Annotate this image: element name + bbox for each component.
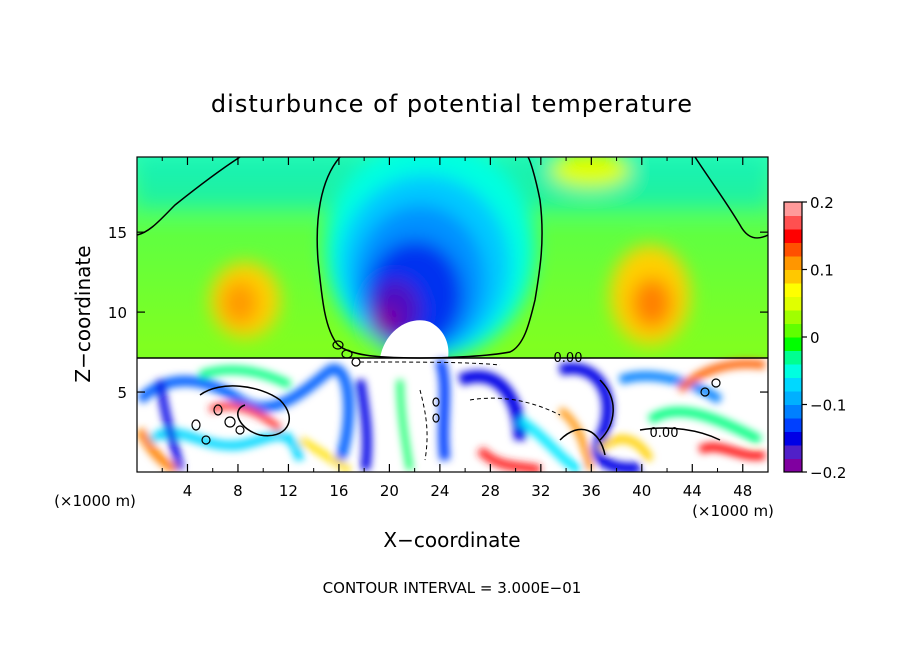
- x-tick-label: 24: [430, 482, 449, 500]
- x-axis: 4 8 12 16 20 24 28 32 36 40 44 48: [161, 157, 752, 500]
- plot-frame: [136, 156, 769, 473]
- x-unit-left: (×1000 m): [54, 492, 136, 510]
- colorbar-swatch: [784, 202, 802, 216]
- colorbar-swatch: [784, 418, 802, 432]
- x-tick-label: 4: [183, 482, 193, 500]
- x-tick-label: 8: [233, 482, 243, 500]
- temperature-field: 0.00 0.00: [137, 157, 768, 472]
- colorbar-swatch: [784, 431, 802, 446]
- colorbar-swatch: [784, 310, 802, 324]
- colorbar-tick-label: 0.1: [810, 262, 834, 280]
- y-tick-label: 15: [108, 224, 127, 242]
- x-tick-label: 44: [683, 482, 702, 500]
- colorbar-swatch: [784, 391, 802, 405]
- contour-interval-note: CONTOUR INTERVAL = 3.000E−01: [323, 579, 582, 597]
- colorbar-swatch: [784, 364, 802, 378]
- colorbar-swatch: [784, 269, 802, 284]
- colorbar-swatch: [784, 229, 802, 243]
- x-axis-label: X−coordinate: [383, 528, 520, 552]
- x-tick-label: 16: [329, 482, 348, 500]
- colorbar-tick-label: −0.2: [810, 464, 846, 482]
- y-tick-label: 5: [117, 384, 127, 402]
- colorbar-swatch: [784, 404, 802, 419]
- x-unit-right: (×1000 m): [692, 502, 774, 520]
- colorbar-swatch: [784, 215, 802, 230]
- colorbar-swatch: [784, 350, 802, 365]
- colorbar-swatch: [784, 337, 802, 351]
- x-tick-label: 28: [481, 482, 500, 500]
- colorbar-swatch: [784, 458, 802, 473]
- x-tick-label: 12: [279, 482, 298, 500]
- x-tick-label: 40: [632, 482, 651, 500]
- x-tick-label: 48: [733, 482, 752, 500]
- colorbar-swatch: [784, 242, 802, 257]
- x-tick-label: 20: [380, 482, 399, 500]
- colorbar-swatch: [784, 283, 802, 297]
- colorbar-swatch: [784, 377, 802, 392]
- colorbar-tick-label: 0.2: [810, 194, 834, 212]
- chart-title: disturbunce of potential temperature: [211, 90, 693, 118]
- colorbar-swatch: [784, 256, 802, 270]
- colorbar-swatch: [784, 323, 802, 338]
- colorbar-swatch: [784, 296, 802, 311]
- contour-label: 0.00: [650, 426, 679, 441]
- colorbar: 0.2 0.1 0 −0.1 −0.2: [783, 194, 846, 482]
- y-tick-label: 10: [108, 304, 127, 322]
- x-tick-label: 32: [531, 482, 550, 500]
- colorbar-tick-label: −0.1: [810, 397, 846, 415]
- x-tick-label: 36: [582, 482, 601, 500]
- y-axis-label: Z−coordinate: [71, 245, 95, 382]
- contour-label: 0.00: [554, 351, 583, 366]
- colorbar-tick-label: 0: [810, 329, 820, 347]
- y-axis: 5 10 15: [108, 224, 768, 402]
- colorbar-swatch: [784, 445, 802, 459]
